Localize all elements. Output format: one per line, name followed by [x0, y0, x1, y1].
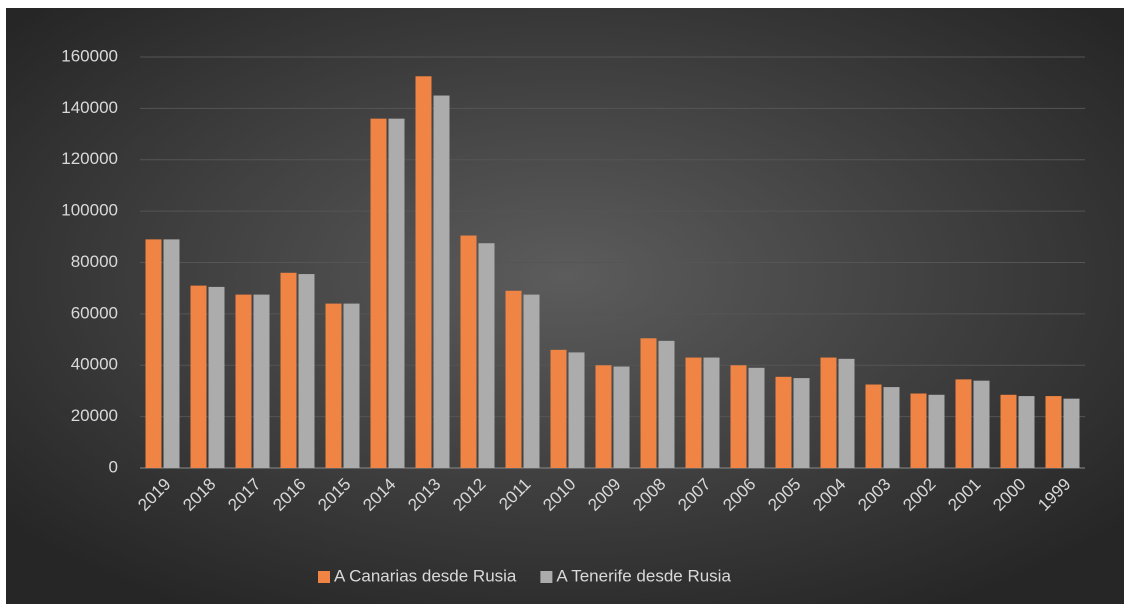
bar — [820, 357, 837, 468]
bar — [703, 357, 720, 468]
bar — [730, 365, 747, 468]
bar — [955, 379, 972, 468]
bar — [505, 290, 522, 468]
bar — [433, 95, 450, 468]
bar — [910, 393, 927, 468]
bar — [568, 352, 585, 468]
legend-label: A Tenerife desde Rusia — [556, 566, 731, 585]
bar — [883, 387, 900, 468]
y-tick-label: 140000 — [61, 98, 118, 117]
y-tick-label: 160000 — [61, 46, 118, 65]
bar — [550, 349, 567, 468]
legend-swatch — [318, 571, 330, 583]
bar — [973, 380, 990, 468]
legend-label: A Canarias desde Rusia — [334, 566, 517, 585]
bar — [460, 235, 477, 468]
bar — [388, 118, 405, 469]
bar — [1045, 396, 1062, 468]
y-tick-label: 60000 — [71, 303, 118, 322]
bar — [523, 294, 540, 468]
y-tick-label: 120000 — [61, 149, 118, 168]
bar — [793, 378, 810, 468]
bar — [343, 303, 360, 468]
bar — [1063, 398, 1080, 468]
bar — [190, 285, 207, 468]
y-tick-label: 20000 — [71, 406, 118, 425]
bar — [145, 239, 162, 468]
y-tick-label: 80000 — [71, 252, 118, 271]
bar — [775, 376, 792, 468]
bar — [415, 76, 432, 468]
bar — [235, 294, 252, 468]
bar — [928, 394, 945, 468]
bar — [613, 366, 630, 468]
y-tick-label: 40000 — [71, 355, 118, 374]
bar — [838, 358, 855, 468]
y-tick-label: 0 — [109, 457, 118, 476]
bar — [595, 365, 612, 468]
bar — [685, 357, 702, 468]
bar — [253, 294, 270, 468]
y-tick-label: 100000 — [61, 201, 118, 220]
bar — [658, 340, 675, 468]
bar — [748, 367, 765, 468]
bar — [640, 338, 657, 468]
bar — [325, 303, 342, 468]
bar — [298, 274, 315, 468]
bar — [1018, 396, 1035, 468]
bar — [163, 239, 180, 468]
bar — [208, 286, 225, 468]
legend-swatch — [540, 571, 553, 583]
bar — [370, 118, 387, 469]
bar — [478, 243, 495, 468]
bar — [280, 272, 297, 468]
bar — [1000, 394, 1017, 468]
bar — [865, 384, 882, 468]
